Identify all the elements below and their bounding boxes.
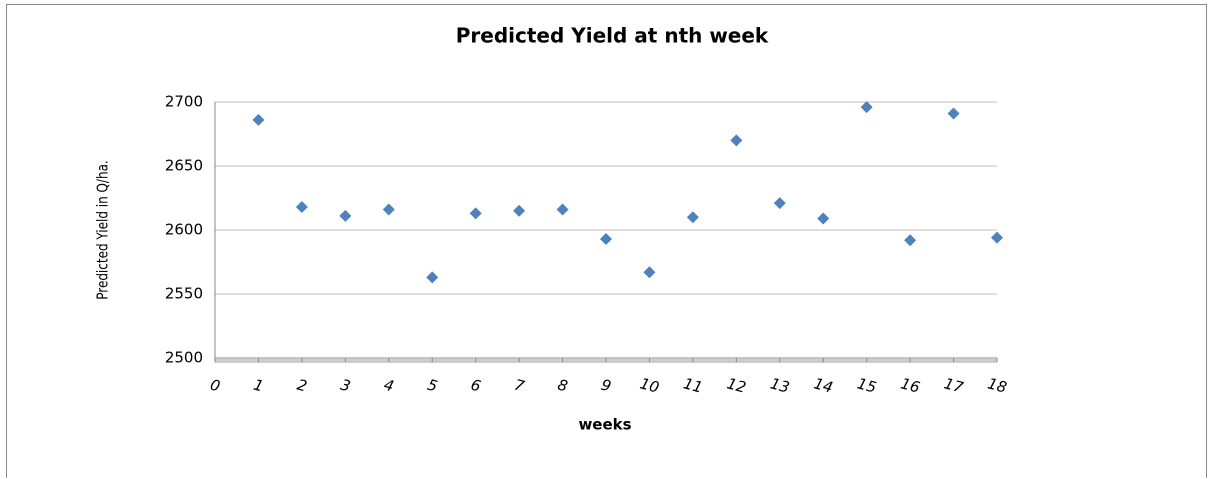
data-point — [643, 266, 656, 279]
x-axis-label: weeks — [578, 416, 631, 434]
x-tick-label: 2 — [295, 376, 309, 396]
x-tick-label: 13 — [768, 374, 791, 396]
x-tick-label: 7 — [512, 376, 526, 396]
x-tick-label: 3 — [339, 376, 353, 396]
data-point — [469, 207, 482, 220]
x-tick-label: 14 — [812, 374, 835, 396]
y-tick-label: 2650 — [165, 157, 203, 175]
x-tick-label: 0 — [208, 376, 222, 396]
y-tick-label: 2500 — [165, 349, 203, 367]
data-point — [817, 212, 830, 225]
data-point — [600, 232, 612, 245]
data-point — [991, 231, 1003, 244]
data-point — [556, 203, 569, 216]
x-tick-label: 11 — [681, 374, 704, 396]
data-point — [426, 271, 439, 284]
x-tick-label: 9 — [599, 376, 613, 396]
y-axis-label: Predicted Yield in Q/ha. — [94, 160, 112, 300]
x-tick-label: 5 — [425, 376, 439, 396]
x-tick-label: 6 — [469, 376, 483, 396]
x-tick-label: 1 — [252, 376, 266, 396]
x-tick-label: 15 — [855, 374, 878, 396]
y-tick-label: 2600 — [165, 221, 203, 239]
x-tick-label: 17 — [942, 374, 966, 396]
chart-title: Predicted Yield at nth week — [456, 24, 769, 48]
data-point — [339, 209, 352, 222]
x-tick-label: 4 — [382, 376, 396, 396]
data-point — [860, 101, 873, 114]
data-point — [295, 200, 308, 213]
data-point — [382, 203, 395, 216]
data-point — [773, 197, 786, 210]
x-tick-label: 10 — [638, 374, 661, 396]
data-point — [904, 234, 917, 247]
y-tick-label: 2700 — [165, 93, 203, 111]
x-tick-label: 16 — [899, 374, 922, 396]
data-point — [947, 107, 960, 120]
chart-border — [6, 4, 1207, 478]
data-point — [513, 204, 526, 217]
data-point — [686, 211, 699, 224]
x-tick-label: 18 — [986, 374, 1009, 396]
y-tick-label: 2550 — [165, 285, 203, 303]
data-point — [730, 134, 743, 147]
x-tick-label: 8 — [556, 376, 570, 396]
data-point — [252, 113, 265, 126]
x-tick-label: 12 — [725, 374, 748, 396]
